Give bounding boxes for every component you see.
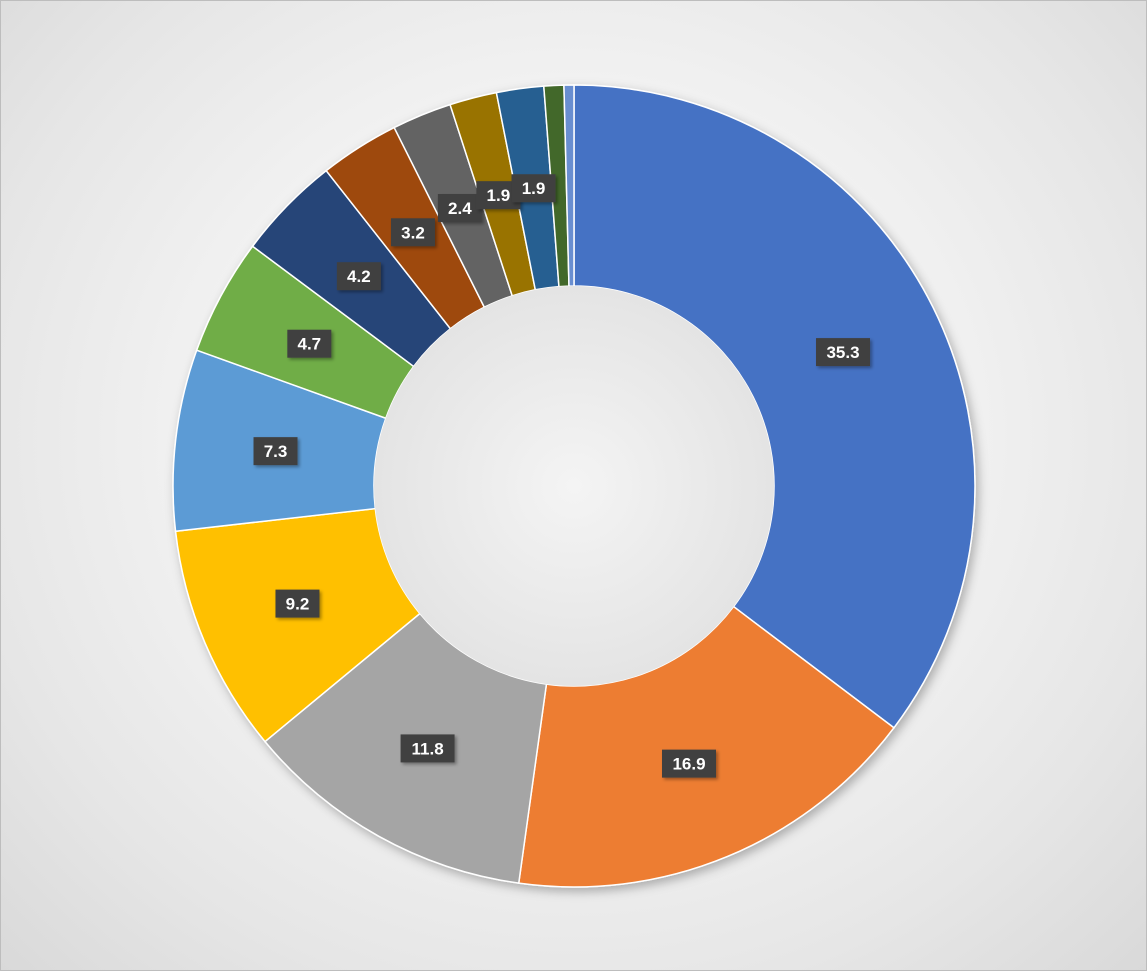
- data-label-text: 4.7: [297, 335, 321, 354]
- data-label: 4.2: [336, 262, 381, 291]
- data-label: 1.9: [511, 174, 556, 203]
- data-label-text: 7.3: [264, 442, 288, 461]
- data-label-text: 16.9: [672, 755, 705, 774]
- data-label-text: 35.3: [826, 343, 859, 362]
- data-label: 11.8: [400, 734, 455, 763]
- data-label-text: 4.2: [347, 267, 371, 286]
- data-label-text: 1.9: [522, 179, 546, 198]
- data-label-box: [816, 338, 871, 367]
- data-label: 16.9: [661, 749, 716, 778]
- data-label-box: [287, 329, 332, 358]
- data-label-box: [275, 589, 320, 618]
- data-label-box: [400, 734, 455, 763]
- data-label: 4.7: [287, 329, 332, 358]
- data-label-box: [253, 437, 298, 466]
- data-label: 3.2: [390, 218, 435, 247]
- data-label: 2.4: [437, 194, 482, 223]
- data-label-text: 11.8: [412, 739, 444, 758]
- data-label: 35.3: [816, 338, 871, 367]
- data-label-text: 2.4: [448, 199, 472, 218]
- data-label-box: [336, 262, 381, 291]
- data-label-text: 3.2: [401, 223, 425, 242]
- data-label-box: [390, 218, 435, 247]
- data-label-box: [661, 749, 716, 778]
- doughnut-hole: [374, 286, 774, 686]
- data-label: 9.2: [275, 589, 320, 618]
- data-label-box: [511, 174, 556, 203]
- data-label: 7.3: [253, 437, 298, 466]
- data-label-text: 1.9: [487, 186, 511, 205]
- data-label-text: 9.2: [286, 595, 310, 614]
- data-label-box: [437, 194, 482, 223]
